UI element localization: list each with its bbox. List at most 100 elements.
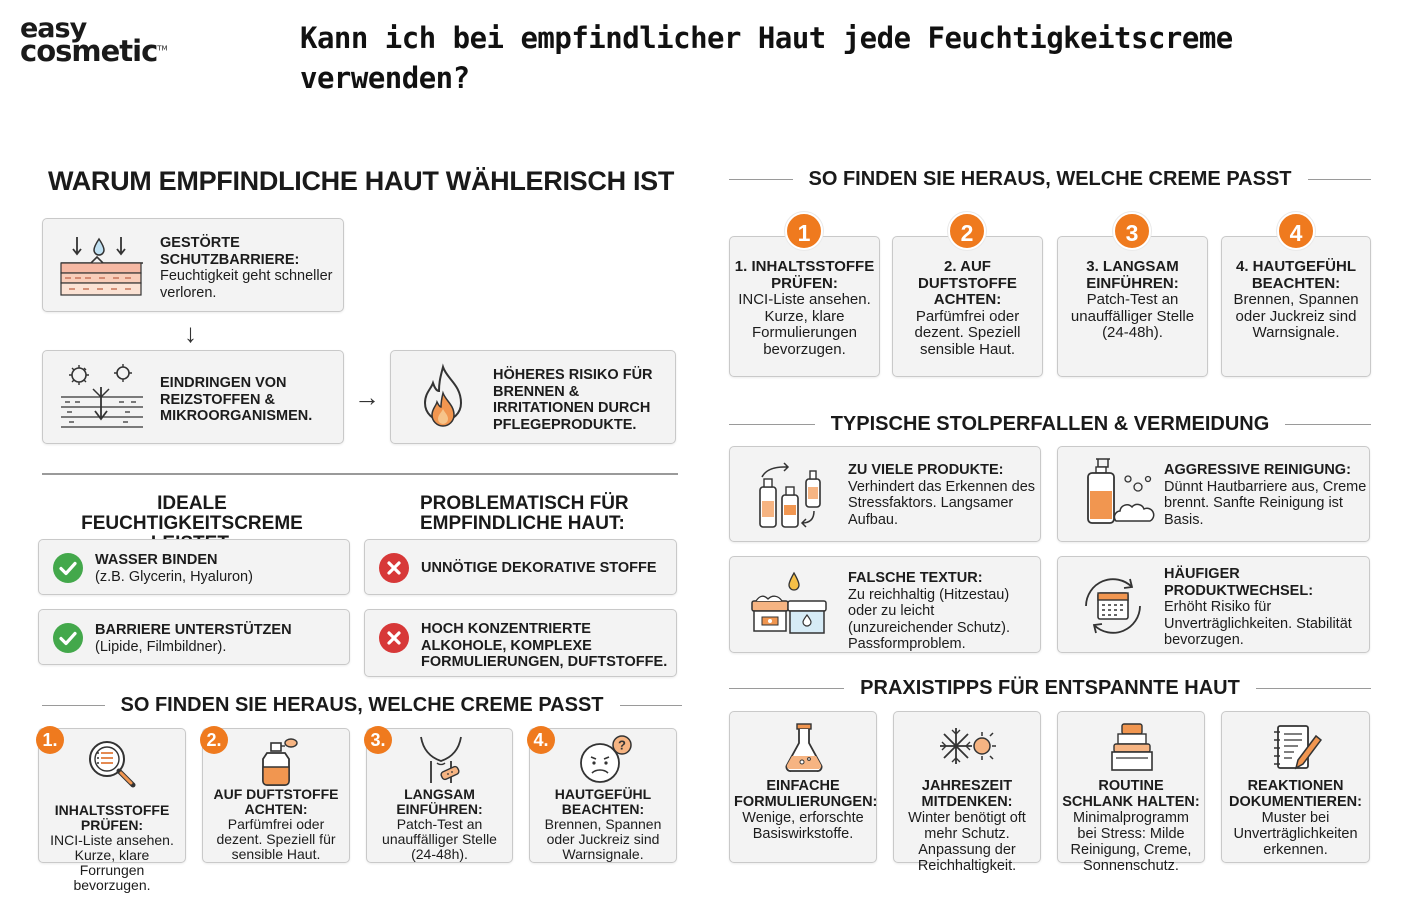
right-step-number: 4 <box>1277 212 1315 250</box>
tip-text: Muster bei Unverträglichkeiten erkennen. <box>1233 810 1358 858</box>
left-step-card: INHALTSSTOFFE PRÜFEN: INCI-Liste ansehen… <box>38 728 186 893</box>
brand-line2: cosmetic <box>20 34 158 69</box>
tip-title: JAHRESZEIT MITDENKEN: <box>921 778 1013 810</box>
ideal-item: BARRIERE UNTERSTÜTZEN (Lipide, Filmbildn… <box>38 609 350 665</box>
pitfall-card: AGGRESSIVE REINIGUNG: Dünnt Hautbarriere… <box>1057 446 1370 542</box>
problem-item: HOCH KONZENTRIERTE ALKOHOLE, KOMPLEXE FO… <box>364 609 677 677</box>
down-arrow-icon: ↓ <box>184 318 197 348</box>
left-step-text: Parfümfrei oder dezent. Speziell für sen… <box>216 816 336 862</box>
problem-item: UNNÖTIGE DEKORATIVE STOFFE <box>364 539 677 595</box>
ideal-item-title: BARRIERE UNTERSTÜTZEN <box>95 622 292 638</box>
right-steps-title: SO FINDEN SIE HERAUS, WELCHE CREME PASST <box>808 168 1292 190</box>
tip-card: REAKTIONEN DOKUMENTIEREN: Muster bei Unv… <box>1221 711 1370 863</box>
right-step-number: 2 <box>948 212 986 250</box>
right-step-text: INCI-Liste ansehen. Kurze, klare Formuli… <box>738 291 871 358</box>
tip-card: EINFACHE FORMULIERUNGEN: Wenige, erforsc… <box>729 711 877 863</box>
right-step-card: 1. INHALTSSTOFFE PRÜFEN: INCI-Liste anse… <box>729 236 880 377</box>
right-step-title: 4. HAUTGEFÜHL BEACHTEN: <box>1236 258 1356 292</box>
perfume-bottle-icon <box>262 738 298 786</box>
ideal-item-text: (z.B. Glycerin, Hyaluron) <box>95 568 253 585</box>
check-icon <box>53 623 83 653</box>
left-step-badge: 2. <box>200 726 228 754</box>
pitfall-text: Dünnt Hautbarriere aus, Creme brennt. Sa… <box>1164 478 1367 528</box>
right-step-number: 1 <box>785 212 823 250</box>
tip-title: REAKTIONEN DOKUMENTIEREN: <box>1229 778 1362 810</box>
right-step-title: 3. LANGSAM EINFÜHREN: <box>1086 258 1179 292</box>
pitfall-title: AGGRESSIVE REINIGUNG: <box>1164 462 1351 478</box>
pitfalls-title: TYPISCHE STOLPERFALLEN & VERMEIDUNG <box>830 413 1270 435</box>
pitfall-card: HÄUFIGER PRODUKTWECHSEL: Erhöht Risiko f… <box>1057 556 1370 653</box>
left-step-title: HAUTGEFÜHL BEACHTEN: <box>554 786 652 817</box>
problem-item-title: UNNÖTIGE DEKORATIVE STOFFE <box>421 560 657 576</box>
left-step-card: ? HAUTGEFÜHL BEACHTEN: Brennen, Spannen … <box>529 728 677 863</box>
pitfalls-heading: TYPISCHE STOLPERFALLEN & VERMEIDUNG <box>729 413 1372 436</box>
left-step-badge: 4. <box>527 726 555 754</box>
left-step-badge: 1. <box>36 726 64 754</box>
cleanser-foam-icon <box>1087 458 1155 524</box>
barrier-title: GESTÖRTE SCHUTZBARRIERE: <box>160 235 300 268</box>
flame-icon <box>423 363 463 427</box>
pitfall-card: ZU VIELE PRODUKTE: Verhindert das Erkenn… <box>729 446 1041 542</box>
problem-title: PROBLEMATISCH FÜR EMPFINDLICHE HAUT: <box>420 493 629 534</box>
magnifier-list-icon <box>89 741 136 788</box>
left-step-title: AUF DUFTSTOFFE ACHTEN: <box>213 786 339 817</box>
notebook-pen-icon <box>1274 725 1322 770</box>
tip-card: JAHRESZEIT MITDENKEN: Winter benötigt of… <box>893 711 1041 874</box>
right-step-number: 3 <box>1113 212 1151 250</box>
pitfall-title: FALSCHE TEXTUR: <box>848 570 983 586</box>
risk-title: HÖHERES RISIKO FÜR BRENNEN & IRRITATIONE… <box>493 367 653 433</box>
brand-line1: easy <box>20 13 87 44</box>
left-step-badge: 3. <box>364 726 392 754</box>
brand-tm: TM <box>157 44 168 53</box>
right-step-text: Brennen, Spannen oder Juckreiz sind Warn… <box>1233 291 1359 341</box>
why-title: WARUM EMPFINDLICHE HAUT WÄHLERISCH IST <box>48 166 675 196</box>
cross-icon <box>379 553 409 583</box>
ideal-item-text: (Lipide, Filmbildner). <box>95 638 227 655</box>
tip-title: ROUTINE SCHLANK HALTEN: <box>1062 778 1200 810</box>
left-step-card: AUF DUFTSTOFFE ACHTEN: Parfümfrei oder d… <box>202 728 350 863</box>
penetration-card: EINDRINGEN VON REIZSTOFFEN & MIKROORGANI… <box>42 350 344 444</box>
bottles-icon <box>759 462 821 528</box>
right-step-card: 4. HAUTGEFÜHL BEACHTEN: Brennen, Spannen… <box>1221 236 1371 377</box>
pitfall-title: HÄUFIGER PRODUKTWECHSEL: <box>1164 566 1314 599</box>
left-step-title: INHALTSSTOFFE PRÜFEN: <box>54 802 170 833</box>
barrier-text: Feuchtigkeit geht schneller verloren. <box>160 268 333 301</box>
barrier-card: GESTÖRTE SCHUTZBARRIERE: Feuchtigkeit ge… <box>42 218 344 312</box>
tip-title: EINFACHE FORMULIERUNGEN: <box>734 778 878 810</box>
right-step-title: 2. AUF DUFTSTOFFE ACHTEN: <box>918 258 1017 308</box>
tip-text: Minimalprogramm bei Stress: Milde Reinig… <box>1070 810 1192 874</box>
page-title: Kann ich bei empfindlicher Haut jede Feu… <box>300 21 1233 95</box>
right-step-title: 1. INHALTSSTOFFE PRÜFEN: <box>734 258 875 292</box>
left-step-title: LANGSAM EINFÜHREN: <box>396 786 483 817</box>
worried-face-icon: ? <box>580 735 632 783</box>
flask-icon <box>785 723 823 772</box>
tip-card: ROUTINE SCHLANK HALTEN: Minimalprogramm … <box>1057 711 1205 874</box>
left-step-text: Brennen, Spannen oder Juckreiz sind Warn… <box>544 816 662 862</box>
skin-layers-icon <box>60 237 143 296</box>
left-step-card: LANGSAM EINFÜHREN: Patch-Test an unauffä… <box>366 728 513 863</box>
pitfall-title: ZU VIELE PRODUKTE: <box>848 462 1004 478</box>
stacked-jars-icon <box>1111 723 1153 771</box>
svg-text:?: ? <box>618 738 626 753</box>
right-steps-heading: SO FINDEN SIE HERAUS, WELCHE CREME PASST <box>729 168 1372 191</box>
tip-text: Wenige, erforschte Basiswirkstoffe. <box>742 810 864 842</box>
cream-jars-icon <box>751 571 827 634</box>
pitfall-text: Zu reichhaltig (Hitzestau) oder zu leich… <box>848 586 1010 653</box>
neck-patch-icon <box>420 736 462 783</box>
brand-logo: easy cosmeticTM <box>20 13 168 66</box>
ideal-item-title: WASSER BINDEN <box>95 552 218 568</box>
left-step-text: Patch-Test an unauffälliger Stelle (24-4… <box>382 816 497 862</box>
right-arrow-icon: → <box>354 382 380 412</box>
cross-icon <box>379 623 409 653</box>
left-step-text: INCI-Liste ansehen. Kurze, klare Forrung… <box>50 832 174 893</box>
right-step-text: Parfümfrei oder dezent. Speziell sensibl… <box>914 307 1021 358</box>
calendar-cycle-icon <box>1085 578 1141 634</box>
pitfall-card: FALSCHE TEXTUR: Zu reichhaltig (Hitzesta… <box>729 556 1041 653</box>
pitfall-text: Erhöht Risiko für Unverträglichkeiten. S… <box>1164 599 1352 648</box>
penetration-title: EINDRINGEN VON REIZSTOFFEN & MIKROORGANI… <box>160 375 313 424</box>
risk-card: HÖHERES RISIKO FÜR BRENNEN & IRRITATIONE… <box>390 350 676 444</box>
right-step-card: 3. LANGSAM EINFÜHREN: Patch-Test an unau… <box>1057 236 1208 377</box>
snow-sun-icon <box>940 728 996 764</box>
left-steps-title: SO FINDEN SIE HERAUS, WELCHE CREME PASST <box>120 694 604 716</box>
left-steps-heading: SO FINDEN SIE HERAUS, WELCHE CREME PASST <box>42 694 683 717</box>
